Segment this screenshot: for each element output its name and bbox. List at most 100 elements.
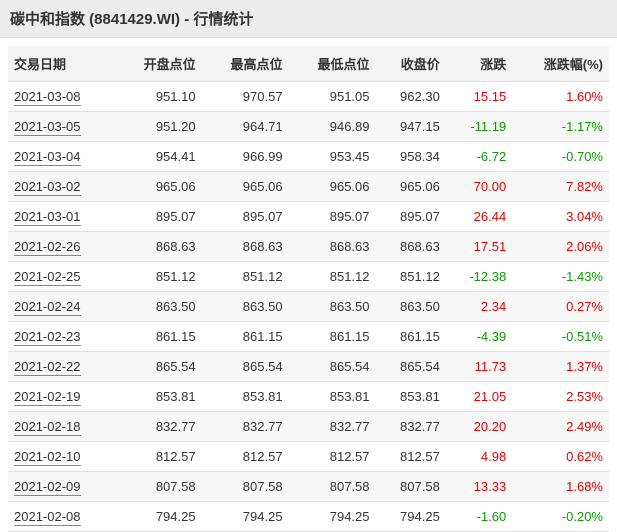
header-row: 交易日期 开盘点位 最高点位 最低点位 收盘价 涨跌 涨跌幅(%) bbox=[8, 46, 609, 82]
cell-open: 868.63 bbox=[115, 232, 202, 262]
col-chg: 涨跌 bbox=[446, 46, 512, 82]
cell-date[interactable]: 2021-02-24 bbox=[8, 292, 115, 322]
cell-low: 868.63 bbox=[289, 232, 376, 262]
cell-open: 865.54 bbox=[115, 352, 202, 382]
cell-open: 951.20 bbox=[115, 112, 202, 142]
cell-high: 853.81 bbox=[202, 382, 289, 412]
cell-high: 964.71 bbox=[202, 112, 289, 142]
cell-chg: 15.15 bbox=[446, 82, 512, 112]
cell-date[interactable]: 2021-02-09 bbox=[8, 472, 115, 502]
cell-high: 832.77 bbox=[202, 412, 289, 442]
cell-date[interactable]: 2021-02-23 bbox=[8, 322, 115, 352]
cell-date[interactable]: 2021-02-22 bbox=[8, 352, 115, 382]
cell-low: 832.77 bbox=[289, 412, 376, 442]
cell-close: 895.07 bbox=[376, 202, 446, 232]
table-row: 2021-03-02965.06965.06965.06965.0670.007… bbox=[8, 172, 609, 202]
cell-close: 853.81 bbox=[376, 382, 446, 412]
date-link[interactable]: 2021-03-04 bbox=[14, 149, 81, 166]
col-date: 交易日期 bbox=[8, 46, 115, 82]
cell-pct: 1.37% bbox=[512, 352, 609, 382]
cell-open: 807.58 bbox=[115, 472, 202, 502]
date-link[interactable]: 2021-02-08 bbox=[14, 509, 81, 526]
date-link[interactable]: 2021-02-09 bbox=[14, 479, 81, 496]
cell-pct: -0.70% bbox=[512, 142, 609, 172]
cell-date[interactable]: 2021-03-05 bbox=[8, 112, 115, 142]
cell-pct: -0.20% bbox=[512, 502, 609, 532]
cell-date[interactable]: 2021-02-18 bbox=[8, 412, 115, 442]
table-row: 2021-02-18832.77832.77832.77832.7720.202… bbox=[8, 412, 609, 442]
cell-date[interactable]: 2021-03-08 bbox=[8, 82, 115, 112]
cell-close: 832.77 bbox=[376, 412, 446, 442]
date-link[interactable]: 2021-03-05 bbox=[14, 119, 81, 136]
cell-pct: 2.49% bbox=[512, 412, 609, 442]
table-row: 2021-02-10812.57812.57812.57812.574.980.… bbox=[8, 442, 609, 472]
date-link[interactable]: 2021-02-10 bbox=[14, 449, 81, 466]
cell-open: 832.77 bbox=[115, 412, 202, 442]
cell-open: 853.81 bbox=[115, 382, 202, 412]
cell-low: 861.15 bbox=[289, 322, 376, 352]
cell-open: 965.06 bbox=[115, 172, 202, 202]
date-link[interactable]: 2021-02-19 bbox=[14, 389, 81, 406]
table-row: 2021-02-08794.25794.25794.25794.25-1.60-… bbox=[8, 502, 609, 532]
cell-chg: 2.34 bbox=[446, 292, 512, 322]
cell-date[interactable]: 2021-03-04 bbox=[8, 142, 115, 172]
table-row: 2021-02-19853.81853.81853.81853.8121.052… bbox=[8, 382, 609, 412]
cell-chg: 13.33 bbox=[446, 472, 512, 502]
date-link[interactable]: 2021-02-18 bbox=[14, 419, 81, 436]
cell-low: 865.54 bbox=[289, 352, 376, 382]
table-container: 交易日期 开盘点位 最高点位 最低点位 收盘价 涨跌 涨跌幅(%) 2021-0… bbox=[0, 38, 617, 532]
cell-date[interactable]: 2021-02-26 bbox=[8, 232, 115, 262]
cell-low: 853.81 bbox=[289, 382, 376, 412]
date-link[interactable]: 2021-03-08 bbox=[14, 89, 81, 106]
cell-close: 851.12 bbox=[376, 262, 446, 292]
cell-high: 807.58 bbox=[202, 472, 289, 502]
col-pct: 涨跌幅(%) bbox=[512, 46, 609, 82]
cell-pct: 1.60% bbox=[512, 82, 609, 112]
col-open: 开盘点位 bbox=[115, 46, 202, 82]
cell-pct: 2.06% bbox=[512, 232, 609, 262]
cell-close: 861.15 bbox=[376, 322, 446, 352]
date-link[interactable]: 2021-03-01 bbox=[14, 209, 81, 226]
cell-chg: 70.00 bbox=[446, 172, 512, 202]
date-link[interactable]: 2021-02-25 bbox=[14, 269, 81, 286]
cell-chg: -4.39 bbox=[446, 322, 512, 352]
date-link[interactable]: 2021-03-02 bbox=[14, 179, 81, 196]
cell-date[interactable]: 2021-03-02 bbox=[8, 172, 115, 202]
table-row: 2021-02-24863.50863.50863.50863.502.340.… bbox=[8, 292, 609, 322]
cell-chg: -6.72 bbox=[446, 142, 512, 172]
cell-open: 794.25 bbox=[115, 502, 202, 532]
table-row: 2021-02-25851.12851.12851.12851.12-12.38… bbox=[8, 262, 609, 292]
cell-date[interactable]: 2021-03-01 bbox=[8, 202, 115, 232]
cell-chg: 4.98 bbox=[446, 442, 512, 472]
cell-pct: 3.04% bbox=[512, 202, 609, 232]
cell-open: 812.57 bbox=[115, 442, 202, 472]
date-link[interactable]: 2021-02-24 bbox=[14, 299, 81, 316]
cell-pct: 0.62% bbox=[512, 442, 609, 472]
date-link[interactable]: 2021-02-22 bbox=[14, 359, 81, 376]
cell-high: 895.07 bbox=[202, 202, 289, 232]
date-link[interactable]: 2021-02-26 bbox=[14, 239, 81, 256]
cell-close: 958.34 bbox=[376, 142, 446, 172]
cell-low: 851.12 bbox=[289, 262, 376, 292]
cell-open: 954.41 bbox=[115, 142, 202, 172]
cell-low: 794.25 bbox=[289, 502, 376, 532]
panel-title: 碳中和指数 (8841429.WI) - 行情统计 bbox=[0, 0, 617, 38]
quote-panel: 碳中和指数 (8841429.WI) - 行情统计 交易日期 开盘点位 最高点位… bbox=[0, 0, 617, 532]
col-close: 收盘价 bbox=[376, 46, 446, 82]
cell-close: 865.54 bbox=[376, 352, 446, 382]
cell-chg: 17.51 bbox=[446, 232, 512, 262]
cell-high: 965.06 bbox=[202, 172, 289, 202]
date-link[interactable]: 2021-02-23 bbox=[14, 329, 81, 346]
cell-date[interactable]: 2021-02-08 bbox=[8, 502, 115, 532]
cell-close: 962.30 bbox=[376, 82, 446, 112]
cell-high: 868.63 bbox=[202, 232, 289, 262]
cell-low: 951.05 bbox=[289, 82, 376, 112]
cell-date[interactable]: 2021-02-10 bbox=[8, 442, 115, 472]
cell-pct: -1.43% bbox=[512, 262, 609, 292]
cell-close: 965.06 bbox=[376, 172, 446, 202]
cell-date[interactable]: 2021-02-19 bbox=[8, 382, 115, 412]
table-body: 2021-03-08951.10970.57951.05962.3015.151… bbox=[8, 82, 609, 532]
cell-date[interactable]: 2021-02-25 bbox=[8, 262, 115, 292]
cell-close: 947.15 bbox=[376, 112, 446, 142]
cell-high: 851.12 bbox=[202, 262, 289, 292]
